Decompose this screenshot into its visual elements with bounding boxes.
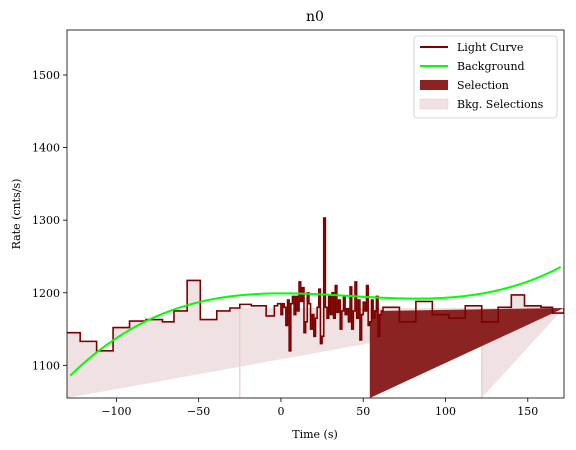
- y-tick-label: 1500: [32, 69, 60, 82]
- legend-label-selection: Selection: [457, 79, 509, 92]
- plot-area: [67, 217, 564, 398]
- background-layer: [69, 265, 562, 377]
- x-tick-label: 0: [277, 405, 284, 418]
- legend-label-light-curve: Light Curve: [457, 41, 523, 54]
- selection-layer: [369, 296, 564, 398]
- x-axis-ticks: −100 −50 0 50 100 150: [101, 398, 538, 418]
- legend-swatch-bkg-selections: [419, 98, 449, 110]
- y-tick-label: 1100: [32, 359, 60, 372]
- legend-box: [413, 35, 558, 119]
- y-tick-label: 1300: [32, 214, 60, 227]
- legend-swatch-selection: [420, 80, 448, 90]
- x-tick-label: −50: [187, 405, 210, 418]
- y-tick-label: 1400: [32, 142, 60, 155]
- x-tick-label: 50: [356, 405, 370, 418]
- y-axis-ticks: 1100 1200 1300 1400 1500: [32, 69, 67, 372]
- legend-label-background: Background: [457, 60, 525, 73]
- bkg-selection-region-0: [67, 280, 564, 398]
- light-curve-layer: [67, 217, 564, 352]
- chart-title: n0: [306, 9, 324, 25]
- y-tick-label: 1200: [32, 287, 60, 300]
- light-curve-line: [67, 217, 564, 352]
- x-tick-label: −100: [101, 405, 131, 418]
- x-axis-label: Time (s): [292, 428, 338, 441]
- x-tick-label: 150: [517, 405, 538, 418]
- background-fit-line: [69, 265, 562, 377]
- y-axis-label: Rate (cnts/s): [10, 179, 23, 250]
- selection-region: [369, 296, 564, 398]
- x-tick-label: 100: [435, 405, 456, 418]
- legend: Light Curve Background Selection Bkg. Se…: [413, 35, 558, 119]
- axes-frame: [66, 29, 565, 399]
- legend-label-bkg-selections: Bkg. Selections: [457, 98, 544, 111]
